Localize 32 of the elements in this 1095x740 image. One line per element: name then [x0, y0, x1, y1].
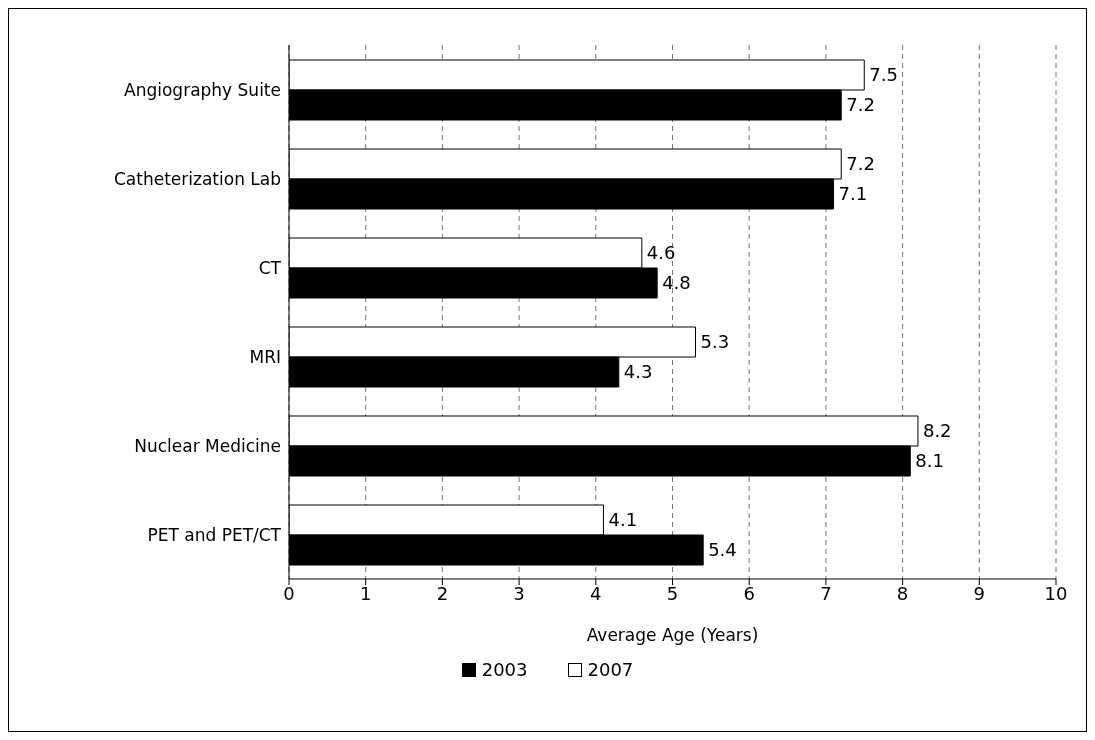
data-label: 8.2 — [922, 420, 952, 442]
x-tick-label: 6 — [743, 582, 755, 604]
data-label: 8.1 — [915, 450, 944, 472]
y-tick-label: PET and PET/CT — [147, 524, 282, 545]
y-tick-label: Catheterization Lab — [113, 168, 281, 189]
x-tick-label: 10 — [1044, 582, 1068, 604]
legend-label: 2007 — [587, 659, 634, 680]
data-label: 4.8 — [662, 272, 691, 294]
x-tick-label: 8 — [896, 582, 909, 604]
y-tick-label: Nuclear Medicine — [134, 435, 281, 456]
data-label: 7.1 — [838, 183, 868, 205]
x-tick-label: 4 — [590, 582, 602, 604]
data-label: 7.5 — [869, 64, 898, 86]
y-tick-label: MRI — [249, 346, 281, 367]
x-axis-title: Average Age (Years) — [586, 625, 759, 645]
x-tick-label: 1 — [359, 582, 372, 604]
data-label: 7.2 — [846, 94, 875, 116]
x-tick-label: 3 — [513, 582, 525, 604]
data-label: 4.1 — [608, 509, 638, 531]
x-tick-label: 5 — [666, 582, 679, 604]
x-tick-label: 0 — [283, 582, 295, 604]
data-label: 5.3 — [700, 331, 730, 353]
x-tick-label: 7 — [820, 582, 832, 604]
data-label: 4.6 — [646, 242, 676, 264]
x-tick-label: 2 — [436, 582, 449, 604]
legend-label: 2003 — [481, 659, 528, 680]
x-tick-label: 9 — [973, 582, 986, 604]
data-label: 5.4 — [708, 539, 737, 561]
y-tick-label: CT — [258, 257, 282, 278]
data-label: 4.3 — [623, 361, 653, 383]
y-tick-label: Angiography Suite — [124, 79, 281, 100]
data-label: 7.2 — [846, 153, 875, 175]
